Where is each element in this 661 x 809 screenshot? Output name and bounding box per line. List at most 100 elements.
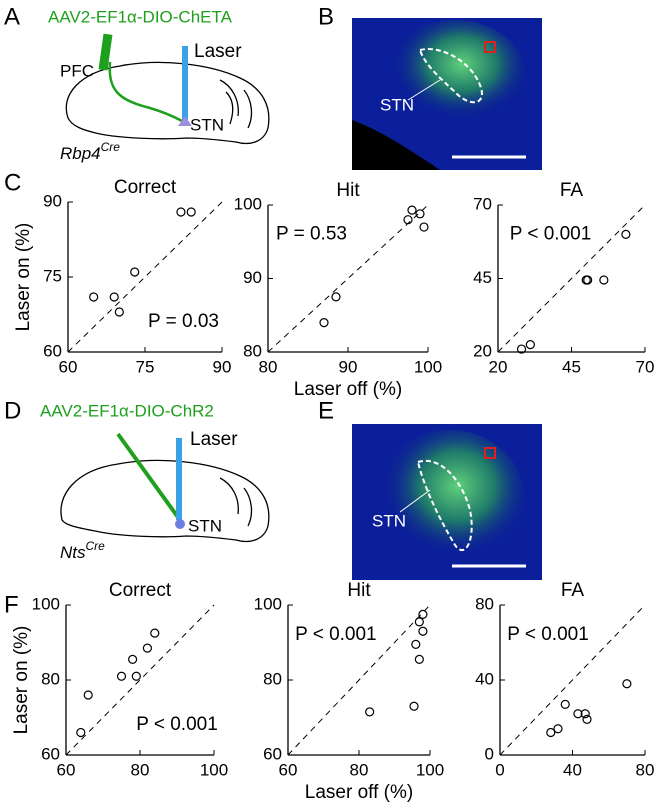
projection bbox=[108, 61, 185, 124]
stn-label: STN bbox=[380, 95, 414, 114]
y-tick-label: 100 bbox=[254, 594, 282, 613]
mouse-line: NtsCre bbox=[60, 539, 105, 562]
point bbox=[418, 626, 428, 636]
unity-line bbox=[499, 604, 646, 756]
x-tick-label: 0 bbox=[495, 760, 504, 779]
chart-title: FA bbox=[561, 580, 585, 601]
point bbox=[583, 275, 593, 285]
pointer bbox=[407, 79, 441, 101]
x-tick-label: 80 bbox=[131, 760, 150, 779]
y-tick-label: 80 bbox=[41, 669, 60, 688]
point bbox=[83, 690, 93, 700]
y-tick-label: 80 bbox=[263, 669, 282, 688]
point bbox=[186, 207, 196, 217]
point bbox=[414, 617, 424, 627]
x-tick-label: 90 bbox=[213, 357, 232, 376]
x-tick-label: 20 bbox=[489, 357, 508, 376]
y-tick-label: 40 bbox=[475, 669, 494, 688]
point bbox=[525, 340, 535, 350]
point bbox=[76, 727, 86, 738]
stn-cell bbox=[175, 519, 185, 529]
panel-letter: F bbox=[4, 591, 19, 618]
point bbox=[150, 628, 160, 638]
brain-diagram-d bbox=[60, 459, 270, 543]
point bbox=[365, 707, 375, 717]
y-tick-label: 0 bbox=[485, 744, 494, 763]
point bbox=[109, 292, 119, 302]
annotation: P < 0.001 bbox=[510, 223, 592, 244]
point bbox=[331, 292, 341, 302]
point bbox=[622, 679, 632, 689]
y-tick-label: 60 bbox=[43, 341, 62, 360]
mouse-line: Rbp4Cre bbox=[60, 140, 120, 163]
point bbox=[582, 714, 592, 724]
point bbox=[130, 267, 140, 277]
panel-letter: E bbox=[318, 397, 334, 424]
syringe bbox=[98, 33, 113, 71]
y-tick-label: 90 bbox=[243, 268, 262, 287]
point bbox=[621, 229, 631, 239]
point bbox=[580, 709, 590, 719]
virus-label: AAV2-EF1α-DIO-ChR2 bbox=[40, 401, 214, 420]
mouse-line-name: Nts bbox=[60, 543, 86, 562]
y-tick-label: 80 bbox=[243, 341, 262, 360]
unity-line bbox=[497, 204, 646, 353]
y-tick-label: 75 bbox=[43, 266, 62, 285]
point bbox=[403, 215, 413, 225]
annotation: P < 0.001 bbox=[295, 624, 377, 645]
unity-line bbox=[67, 201, 223, 353]
point bbox=[89, 292, 99, 302]
laser-fiber bbox=[176, 438, 182, 520]
x-tick-label: 45 bbox=[562, 357, 581, 376]
syringe bbox=[116, 432, 182, 522]
annotation: P < 0.001 bbox=[507, 624, 589, 645]
point bbox=[553, 724, 563, 734]
brain-diagram-a bbox=[65, 61, 270, 145]
y-tick-label: 45 bbox=[473, 268, 492, 287]
stn-outline bbox=[416, 459, 473, 552]
point bbox=[516, 344, 527, 354]
point bbox=[128, 654, 138, 664]
point bbox=[114, 307, 124, 317]
mouse-line-sup: Cre bbox=[86, 539, 106, 553]
virus-label: AAV2-EF1α-DIO-ChETA bbox=[48, 7, 233, 26]
inset-box bbox=[484, 447, 496, 459]
mouse-line-sup: Cre bbox=[101, 140, 121, 154]
x-tick-label: 40 bbox=[563, 760, 582, 779]
x-axis-label: Laser off (%) bbox=[294, 379, 402, 400]
x-tick-label: 60 bbox=[279, 760, 298, 779]
point bbox=[116, 671, 127, 681]
point bbox=[546, 727, 556, 738]
point bbox=[418, 609, 428, 619]
y-tick-label: 90 bbox=[43, 191, 62, 210]
x-tick-label: 75 bbox=[136, 357, 155, 376]
laser-label: Laser bbox=[190, 429, 238, 450]
inset-box bbox=[484, 41, 496, 53]
panel-letter: B bbox=[318, 3, 334, 30]
annotation: P < 0.001 bbox=[136, 714, 218, 735]
x-tick-label: 90 bbox=[339, 357, 358, 376]
fluorescence bbox=[375, 430, 525, 570]
laser-fiber bbox=[182, 46, 188, 120]
x-tick-label: 80 bbox=[259, 357, 278, 376]
y-tick-label: 100 bbox=[32, 594, 60, 613]
x-tick-label: 60 bbox=[57, 760, 76, 779]
x-tick-label: 100 bbox=[414, 357, 442, 376]
y-tick-label: 20 bbox=[473, 341, 492, 360]
point bbox=[415, 209, 425, 219]
point bbox=[319, 318, 329, 328]
point bbox=[131, 671, 141, 681]
stn-cell bbox=[178, 116, 192, 126]
y-tick-label: 60 bbox=[263, 744, 282, 763]
region-label: PFC bbox=[60, 61, 94, 80]
chart-title: Hit bbox=[347, 580, 371, 601]
chart-title: Correct bbox=[114, 177, 177, 198]
x-tick-label: 70 bbox=[636, 357, 655, 376]
chart-title: Hit bbox=[336, 180, 360, 201]
x-tick-label: 80 bbox=[636, 760, 655, 779]
stn-outline bbox=[418, 48, 483, 104]
point bbox=[411, 639, 421, 649]
chart-title: FA bbox=[560, 180, 584, 201]
tissue-gap bbox=[352, 120, 440, 170]
y-tick-label: 70 bbox=[473, 194, 492, 213]
